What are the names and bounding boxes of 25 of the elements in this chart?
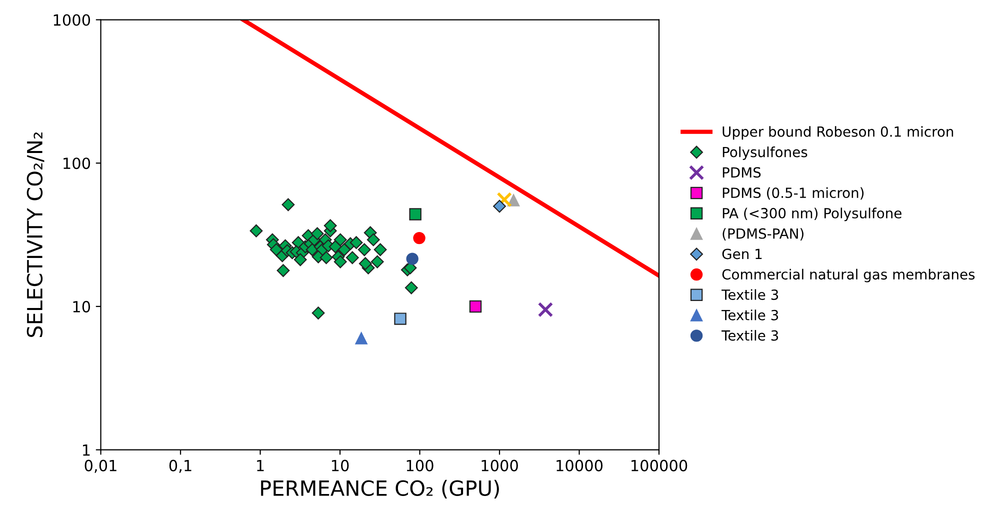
- legend-label: (PDMS-PAN): [722, 228, 804, 240]
- y-tick-label: 1000: [54, 14, 90, 26]
- legend-label: Textile 3: [722, 330, 778, 341]
- x-tick-label: 1000: [482, 460, 518, 472]
- x-tick-label: 1: [257, 460, 264, 472]
- y-tick-label: 100: [64, 158, 90, 170]
- legend-label: PDMS: [722, 167, 761, 178]
- x-tick-label: 10: [332, 460, 349, 472]
- legend-label: PDMS (0.5-1 micron): [722, 187, 864, 200]
- legend-label: Textile 3: [722, 289, 778, 300]
- y-tick-label: 10: [73, 300, 90, 312]
- legend-label: Polysulfones: [722, 146, 808, 160]
- y-axis-title: SELECTIVITY CO₂/N₂: [26, 132, 44, 338]
- legend-label: Textile 3: [722, 310, 778, 320]
- y-tick-label: 1: [83, 444, 90, 456]
- legend-label: PA (<300 nm) Polysulfone: [722, 208, 902, 222]
- x-axis-title: PERMEANCE CO₂ (GPU): [261, 480, 499, 498]
- x-tick-label: 0,01: [84, 460, 116, 473]
- x-tick-label: 10000: [556, 460, 603, 472]
- legend-label: Upper bound Robeson 0.1 micron: [722, 126, 954, 140]
- legend-label: Commercial natural gas membranes: [722, 268, 975, 282]
- x-tick-label: 100000: [632, 460, 688, 472]
- x-tick-label: 100: [406, 460, 434, 472]
- x-tick-label: 0,1: [169, 460, 192, 473]
- legend-label: Gen 1: [722, 248, 762, 260]
